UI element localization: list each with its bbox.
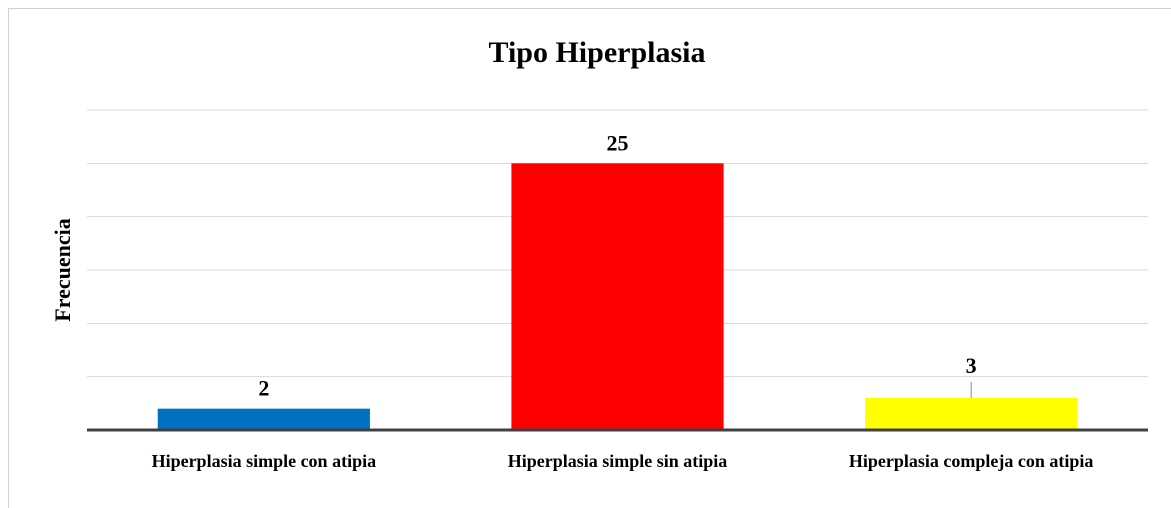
- chart-frame: [8, 8, 1171, 508]
- x-tick-label: Hiperplasia simple sin atipia: [508, 451, 728, 471]
- x-tick-label: Hiperplasia simple con atipia: [152, 451, 377, 471]
- data-label: 25: [607, 130, 629, 155]
- chart-title: Tipo Hiperplasia: [488, 36, 705, 69]
- data-label: 2: [258, 376, 269, 401]
- y-axis-label: Frecuencia: [50, 218, 75, 321]
- bar: [157, 408, 370, 430]
- data-label: 3: [966, 353, 977, 378]
- x-tick-label: Hiperplasia compleja con atipia: [849, 451, 1094, 471]
- bar: [865, 398, 1078, 430]
- bar: [511, 163, 724, 431]
